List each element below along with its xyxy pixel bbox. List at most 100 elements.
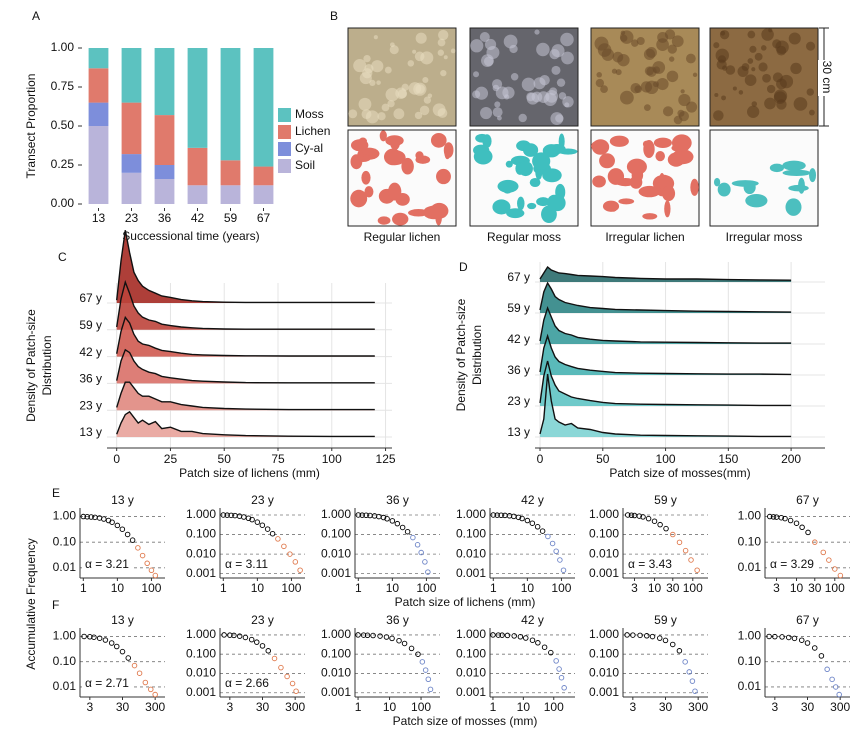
- point: [264, 526, 271, 532]
- point: [422, 559, 428, 565]
- x-tick-label: 1: [490, 581, 497, 595]
- point: [767, 513, 773, 520]
- y-tick-label: 1.000: [456, 627, 486, 641]
- panel-label: C: [58, 250, 67, 264]
- point: [779, 634, 785, 640]
- photo-texture: [395, 87, 407, 99]
- photo-texture: [714, 92, 719, 98]
- photo-texture: [492, 107, 503, 118]
- x-tick-label: 100: [656, 452, 676, 466]
- photo-texture: [373, 35, 378, 40]
- legend-swatch: [278, 125, 291, 139]
- point: [383, 634, 390, 640]
- photo-texture: [715, 48, 729, 63]
- caption: Irregular moss: [726, 230, 803, 244]
- point: [355, 632, 361, 638]
- x-tick-label: 0: [537, 452, 544, 466]
- panel-label: F: [52, 598, 59, 612]
- panel-label: E: [52, 486, 60, 500]
- photo-texture: [550, 112, 564, 125]
- ridge-line: [539, 360, 792, 407]
- point: [645, 515, 652, 522]
- bar-segment: [121, 102, 142, 155]
- photo-texture: [615, 69, 622, 76]
- x-tick-label: 300: [145, 700, 165, 714]
- point: [820, 549, 827, 556]
- photo-texture: [484, 38, 497, 51]
- point: [144, 560, 150, 567]
- photo-texture: [545, 90, 559, 103]
- plot-title: 59 y: [654, 613, 677, 627]
- photo-texture: [732, 86, 737, 91]
- photo-texture: [612, 51, 624, 63]
- photo-texture: [668, 56, 675, 62]
- point: [519, 515, 525, 522]
- map-patch: [809, 168, 817, 183]
- point: [427, 686, 434, 693]
- map-patch: [532, 152, 551, 171]
- y-tick-label: 1.000: [456, 507, 486, 521]
- map-patch: [591, 140, 608, 152]
- point: [636, 513, 643, 519]
- point: [534, 524, 541, 530]
- plot-title: 13 y: [111, 613, 134, 627]
- x-tick-label: 1: [490, 700, 497, 714]
- map-patch: [364, 186, 374, 198]
- point: [278, 664, 284, 671]
- point: [408, 645, 415, 652]
- ridge-fill: [540, 336, 792, 375]
- point: [692, 688, 698, 694]
- y-tick-label: 1.00: [53, 629, 77, 643]
- ridge-label: 59 y: [79, 318, 102, 332]
- photo-texture: [483, 56, 494, 67]
- y-tick-label: 0.100: [456, 527, 486, 541]
- y-tick-label: 0.01: [738, 560, 762, 574]
- map-patch: [430, 202, 449, 219]
- point: [287, 551, 293, 557]
- legend-swatch: [278, 142, 291, 156]
- x-tick-label: 10: [790, 581, 804, 595]
- photo-texture: [381, 103, 390, 112]
- photo-texture: [644, 66, 654, 76]
- ridge-fill: [116, 349, 375, 384]
- ridge-fill: [116, 411, 375, 437]
- point: [772, 633, 778, 640]
- x-axis-label: Patch size of mosses(mm): [609, 466, 750, 480]
- photo-texture: [620, 30, 626, 36]
- y-tick-label: 0.50: [51, 118, 75, 132]
- photo-texture: [414, 51, 425, 62]
- point: [377, 633, 383, 639]
- photo-texture: [473, 71, 480, 78]
- photo-texture: [363, 54, 371, 63]
- y-tick-label: 0.001: [321, 566, 351, 580]
- point: [676, 648, 683, 654]
- photo-texture: [667, 44, 677, 54]
- map-patch: [401, 157, 414, 175]
- ridge-label: 42 y: [79, 345, 102, 359]
- ridge-line: [539, 373, 792, 438]
- photo-texture: [497, 115, 502, 121]
- bar-segment: [88, 102, 109, 126]
- y-tick-label: 0.010: [456, 546, 486, 560]
- ridge-line: [116, 279, 375, 330]
- x-tick-label: 67: [257, 211, 271, 225]
- y-axis-label: Accumulative Frequency: [24, 538, 38, 669]
- x-axis-label: Patch size of lichens (mm): [395, 595, 536, 609]
- y-tick-label: 0.01: [738, 679, 762, 693]
- ridge-fill: [116, 382, 375, 411]
- photo-texture: [656, 77, 669, 91]
- legend-swatch: [278, 108, 291, 122]
- point: [297, 567, 303, 573]
- panel-label: B: [330, 9, 338, 23]
- point: [401, 640, 408, 647]
- map-patch: [713, 177, 721, 187]
- photo-texture: [758, 62, 768, 72]
- point: [637, 632, 643, 639]
- annotation-box: [767, 557, 817, 573]
- photo-texture: [721, 95, 727, 101]
- map-patch: [392, 212, 409, 226]
- x-tick-label: 10: [251, 581, 265, 595]
- bar-segment: [121, 154, 142, 173]
- x-tick-label: 13: [92, 211, 106, 225]
- photo-texture: [749, 45, 757, 53]
